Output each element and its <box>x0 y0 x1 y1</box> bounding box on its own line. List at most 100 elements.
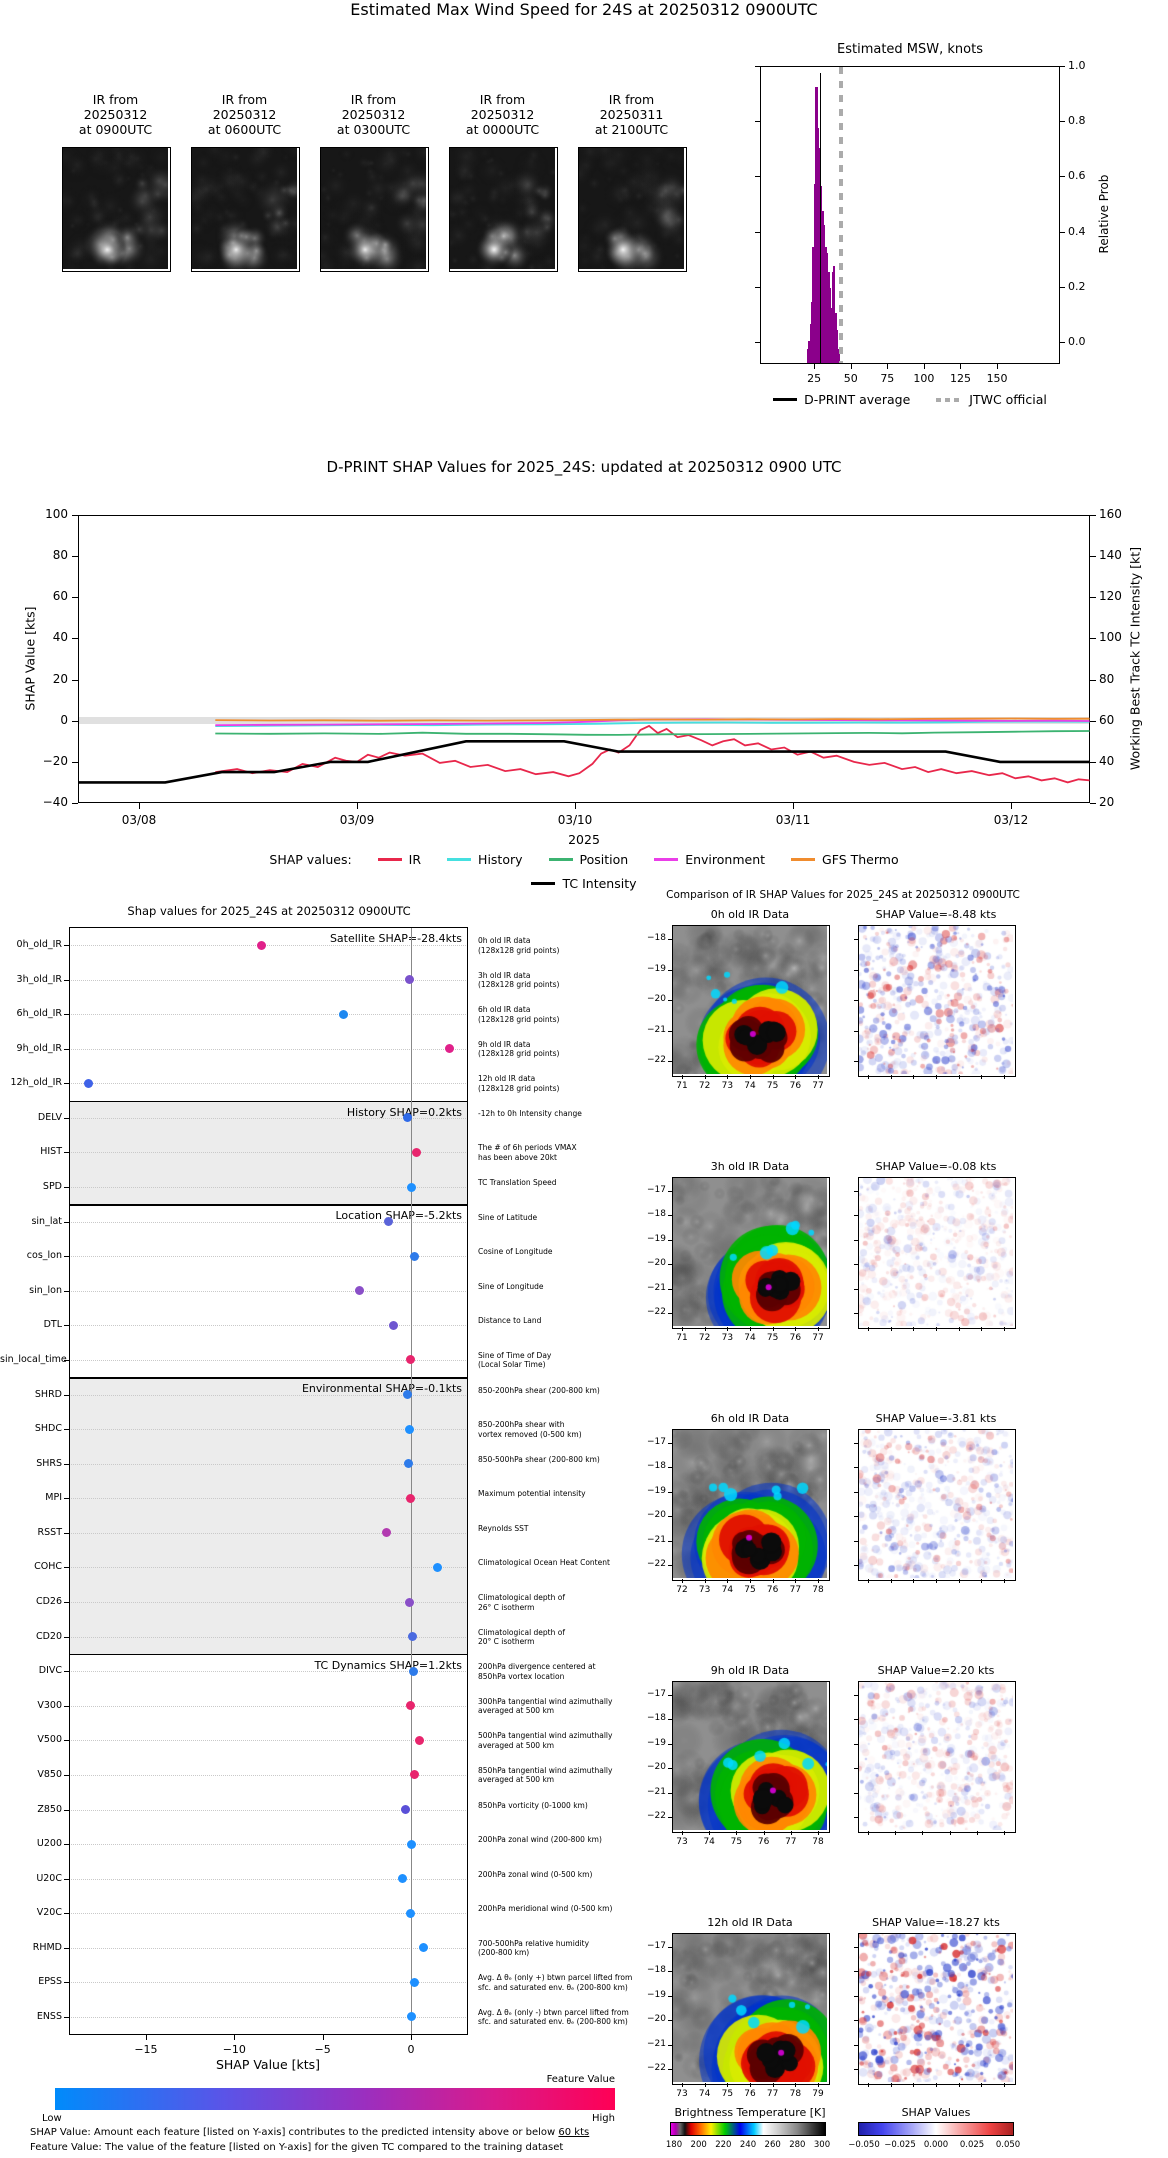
feature-tick-mark <box>64 1463 69 1465</box>
lon-tick-label: 77 <box>789 1585 802 1595</box>
lon-tick-mark <box>750 1327 751 1331</box>
ir-map-title: 3h old IR Data <box>710 1160 790 1173</box>
feature-dot <box>433 1562 442 1572</box>
feature-row-label: sin_lon <box>29 1284 62 1296</box>
lat-tick-mark <box>668 2044 672 2046</box>
lat-tick-mark <box>854 1239 858 1241</box>
lat-tick-mark <box>854 1264 858 1266</box>
feature-dot <box>383 1217 393 1227</box>
footnote-shap-value: SHAP Value: Amount each feature [listed … <box>30 2127 810 2138</box>
ts-legend-item: IR <box>377 852 421 867</box>
feature-desc: Avg. Δ θₑ (only +) btwn parcel lifted fr… <box>478 1973 633 1992</box>
histogram-bar <box>821 211 824 363</box>
feature-desc: TC Translation Speed <box>478 1178 557 1188</box>
feature-dot <box>411 1147 421 1157</box>
ts-ytick-mark-right <box>1090 720 1096 722</box>
histogram-legend: D-PRINT average JTWC official <box>700 392 1120 407</box>
lat-tick-label: −21 <box>647 2038 666 2049</box>
hist-xtick-label: 150 <box>986 372 1008 385</box>
lon-tick-label: 77 <box>785 1837 797 1847</box>
lon-tick-mark <box>922 1831 924 1835</box>
histogram-bar <box>813 183 817 363</box>
hist-xtick-mark <box>887 364 889 369</box>
histogram-bar <box>835 329 839 363</box>
lat-tick-mark <box>854 1516 858 1518</box>
feature-tick-mark <box>64 1567 69 1569</box>
feature-dot <box>407 2012 417 2022</box>
lon-tick-mark <box>795 1327 797 1331</box>
lat-tick-mark <box>854 1565 858 1566</box>
hist-ytick-mark-left <box>755 176 760 178</box>
hist-ytick-mark-right <box>1060 231 1065 233</box>
lon-tick-mark <box>936 2083 937 2087</box>
hist-ytick-mark-left <box>755 66 760 67</box>
ir-map-title: 12h old IR Data <box>707 1916 793 1929</box>
ts-ytick-mark-right <box>1090 515 1096 516</box>
hist-xtick-mark <box>850 364 852 369</box>
lat-tick-mark <box>854 1792 858 1794</box>
shap-map-image <box>858 925 1016 1077</box>
lon-tick-mark <box>890 1327 892 1331</box>
lon-tick-mark <box>727 1327 729 1331</box>
lon-tick-mark <box>958 2083 960 2087</box>
shap-map-title: SHAP Value=-3.81 kts <box>875 1412 997 1425</box>
ir-map-canvas <box>673 1178 827 1326</box>
lat-tick-mark <box>668 1215 672 1217</box>
hist-xtick-label: 125 <box>949 372 971 385</box>
lon-tick-label: 77 <box>812 1081 824 1091</box>
histogram-ylabel: Relative Prob <box>1097 174 1111 254</box>
lat-tick-label: −22 <box>647 1559 666 1569</box>
dotplot-row-line <box>69 1567 468 1569</box>
feature-tick-mark <box>64 1602 69 1604</box>
dotplot-group-header: History SHAP=0.2kts <box>346 1105 462 1119</box>
feature-tick-mark <box>64 1498 69 1500</box>
feature-dot <box>403 1459 413 1469</box>
feature-dot <box>388 1320 398 1330</box>
feature-tick-mark <box>64 979 69 981</box>
lon-tick-mark <box>913 1327 915 1331</box>
ts-ytick-mark-right <box>1090 679 1096 681</box>
lon-tick-mark <box>704 1075 706 1079</box>
histogram-bar <box>824 247 827 363</box>
feature-dot <box>404 1597 414 1607</box>
feature-desc: 200hPa zonal wind (0-500 km) <box>478 1869 593 1879</box>
feature-row-label: MPI <box>45 1492 62 1504</box>
ts-xtick-label: 03/10 <box>557 813 593 827</box>
lat-tick-label: −18 <box>647 1713 666 1724</box>
ts-legend-label: TC Intensity <box>562 876 637 891</box>
lon-tick-label: 73 <box>676 1837 688 1847</box>
feature-dot <box>404 1424 414 1434</box>
comparison-header: Comparison of IR SHAP Values for 2025_24… <box>666 889 1020 901</box>
line-swatch-icon <box>531 882 556 885</box>
hist-xtick-label: 25 <box>807 372 822 385</box>
lon-tick-mark <box>981 2083 983 2087</box>
feature-desc: 500hPa tangential wind azimuthally avera… <box>478 1731 613 1750</box>
ir-thumb-caption-line: at 0600UTC <box>207 122 282 137</box>
feature-tick-mark <box>64 2016 69 2018</box>
dotplot-row-line <box>69 1221 468 1223</box>
lat-tick-mark <box>854 1288 858 1290</box>
lon-tick-mark <box>868 1831 869 1835</box>
feature-dot <box>401 1805 411 1814</box>
lat-tick-label: −17 <box>647 1941 666 1951</box>
ts-ytick-mark-left <box>72 638 78 640</box>
dotplot-group-header: Location SHAP=-5.2kts <box>335 1209 462 1223</box>
hist-ytick-mark-left <box>755 342 760 343</box>
solid-line-swatch-icon <box>773 398 798 401</box>
ir-thumb-caption-line: 20250312 <box>83 107 148 122</box>
lat-tick-label: −21 <box>647 1534 666 1545</box>
ts-xtick-label: 03/12 <box>993 813 1029 827</box>
lat-tick-mark <box>854 939 858 940</box>
feature-desc: Maximum potential intensity <box>478 1489 586 1499</box>
dotplot-xtick-mark <box>145 2035 147 2040</box>
lon-tick-mark <box>976 1831 978 1835</box>
lon-tick-label: 75 <box>744 1585 756 1595</box>
feature-row-label: SPD <box>42 1181 62 1193</box>
ir-thumb-image <box>449 147 558 272</box>
ir-thumb-canvas <box>321 148 426 269</box>
lon-tick-mark <box>936 1075 937 1079</box>
ts-ytick-label-right: 60 <box>1099 712 1115 727</box>
lat-tick-mark <box>668 1030 672 1032</box>
feature-desc: 850hPa vorticity (0-1000 km) <box>478 1800 588 1810</box>
dotplot-row-line <box>69 1982 468 1984</box>
